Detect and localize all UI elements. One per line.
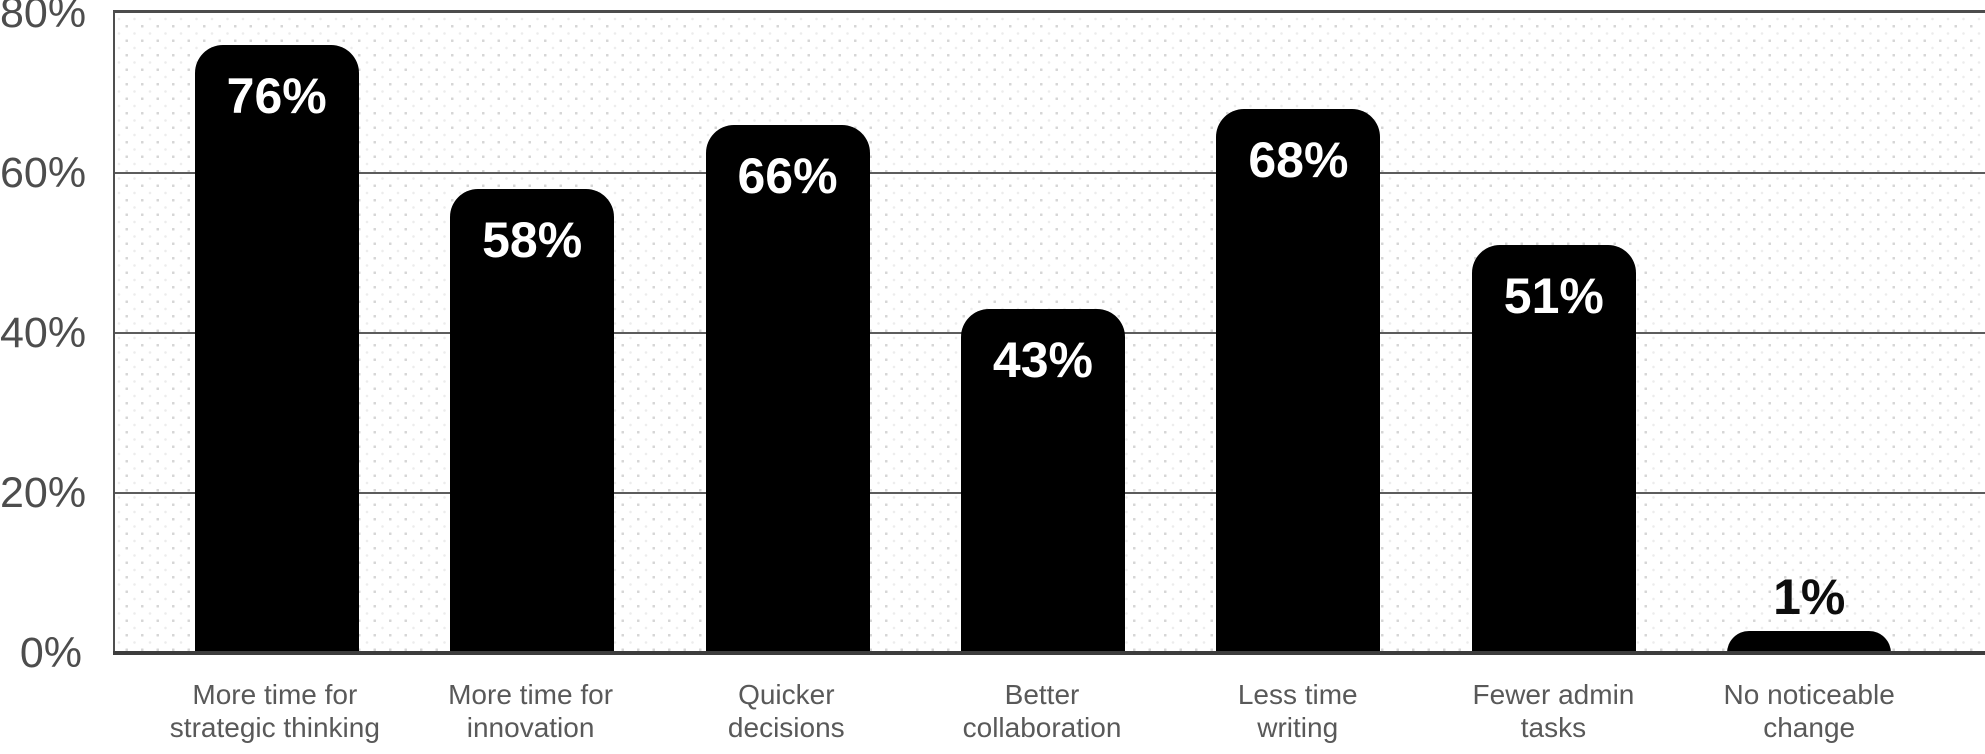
bar: 43% [960,309,1125,653]
bar: 51% [1471,245,1636,653]
bar: 68% [1216,109,1381,653]
bar: 66% [705,125,870,653]
bar-value-label: 1% [1773,569,1846,625]
category-label: Less time writing [1170,678,1426,744]
category-label: More time for strategic thinking [147,678,403,744]
bar-column: 66% [660,13,915,653]
category-label-line: writing [1257,712,1339,743]
bar-value-label: 68% [1248,132,1349,188]
bar-column: 68% [1171,13,1426,653]
y-tick-label: 80% [0,0,87,37]
gridline [115,172,1985,174]
bar-column: 43% [915,13,1170,653]
category-label: Quicker decisions [658,678,914,744]
y-tick-label: 40% [0,309,87,357]
category-label-line: strategic thinking [169,712,380,743]
bar-value-label: 58% [482,212,583,268]
category-label-line: change [1763,712,1856,743]
bar-column: 58% [404,13,659,653]
plot-area: 76% 58% 66% 43% 68% 51% 1% [113,10,1985,655]
bar: 58% [450,189,615,653]
category-label-line: More time for [192,679,358,710]
bar [1727,631,1892,653]
bar-value-label: 66% [737,148,838,204]
category-label-line: innovation [466,712,595,743]
bar-column: 1% [1682,13,1937,653]
y-tick-label: 20% [0,469,87,517]
y-tick-label: 0% [19,629,82,677]
category-label-line: tasks [1520,712,1587,743]
y-tick-label: 60% [0,149,87,197]
bar-value-label: 51% [1503,268,1604,324]
bar: 76% [194,45,359,653]
category-label-line: Better [1004,679,1080,710]
category-label-line: Less time [1237,679,1358,710]
category-label-line: collaboration [962,712,1122,743]
bar-column: 76% [149,13,404,653]
bars-container: 76% 58% 66% 43% 68% 51% 1% [115,13,1985,653]
category-label-line: Fewer admin [1472,679,1635,710]
category-label-line: decisions [727,712,845,743]
category-label-line: Quicker [738,679,835,710]
category-label: No noticeable change [1681,678,1937,744]
bar-value-label: 76% [226,68,327,124]
bar-column: 51% [1426,13,1681,653]
category-label-line: More time for [448,679,614,710]
x-axis-line [113,651,1985,655]
x-axis-category-labels: More time for strategic thinking More time… [113,678,1985,744]
category-label: Better collaboration [914,678,1170,744]
bar-value-label: 43% [992,332,1093,388]
category-label: More time for innovation [403,678,659,744]
category-label-line: No noticeable [1723,679,1895,710]
category-label: Fewer admin tasks [1426,678,1682,744]
